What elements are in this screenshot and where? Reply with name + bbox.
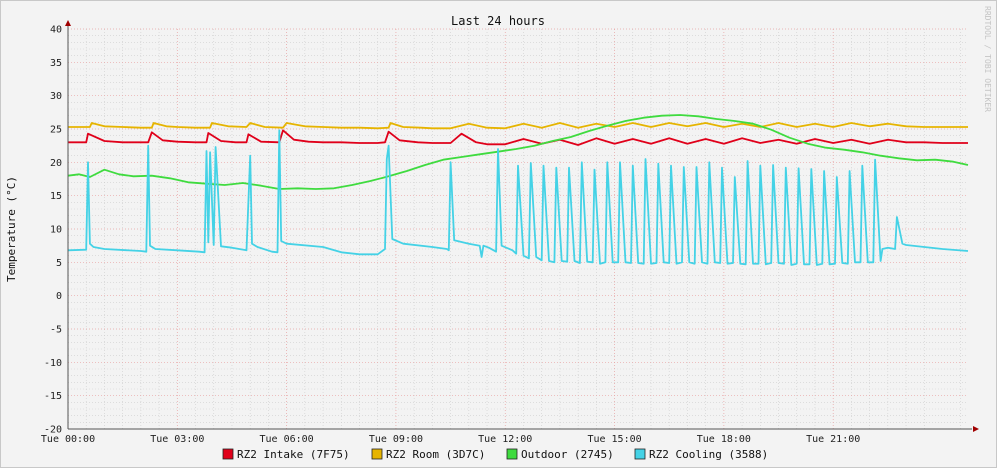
x-tick-label: Tue 09:00 (369, 434, 423, 445)
series-line-2 (68, 122, 968, 130)
series-line-1 (68, 129, 968, 146)
y-tick-label: 35 (50, 58, 62, 69)
legend-label: Outdoor (2745) (521, 448, 614, 461)
legend-label: RZ2 Cooling (3588) (649, 448, 768, 461)
x-tick-label: Tue 15:00 (587, 434, 641, 445)
y-tick-label: 40 (50, 25, 62, 36)
x-tick-label: Tue 00:00 (41, 434, 95, 445)
y-axis-title: Temperature (°C) (5, 176, 18, 282)
y-tick-label: -5 (50, 325, 62, 336)
y-tick-label: -15 (44, 391, 62, 402)
x-tick-label: Tue 12:00 (478, 434, 532, 445)
legend-swatch (371, 448, 383, 460)
y-tick-label: -10 (44, 358, 62, 369)
legend: RZ2 Intake (7F75) RZ2 Room (3D7C) Outdoor … (222, 448, 768, 461)
legend-swatch (634, 448, 646, 460)
x-tick-label: Tue 03:00 (150, 434, 204, 445)
series-line-4 (67, 129, 969, 266)
y-tick-label: 20 (50, 158, 62, 169)
y-tick-label: 25 (50, 125, 62, 136)
y-tick-label: 30 (50, 91, 62, 102)
chart-title: Last 24 hours (451, 14, 545, 28)
x-tick-label: Tue 21:00 (806, 434, 860, 445)
legend-swatch (506, 448, 518, 460)
legend-swatch (222, 448, 234, 460)
y-tick-label: 10 (50, 225, 62, 236)
y-tick-label: 5 (56, 258, 62, 269)
grid (67, 28, 968, 430)
watermark-text: RRDTOOL / TOBI OETIKER (983, 6, 992, 112)
legend-label: RZ2 Intake (7F75) (237, 448, 350, 461)
y-tick-label: -20 (44, 425, 62, 436)
y-tick-label: 15 (50, 191, 62, 202)
legend-label: RZ2 Room (3D7C) (386, 448, 485, 461)
x-tick-label: Tue 18:00 (697, 434, 751, 445)
x-tick-label: Tue 06:00 (260, 434, 314, 445)
x-axis-arrow-icon (973, 426, 979, 432)
series-line-3 (67, 114, 969, 190)
y-axis-arrow-icon (65, 20, 71, 26)
y-tick-label: 0 (56, 291, 62, 302)
